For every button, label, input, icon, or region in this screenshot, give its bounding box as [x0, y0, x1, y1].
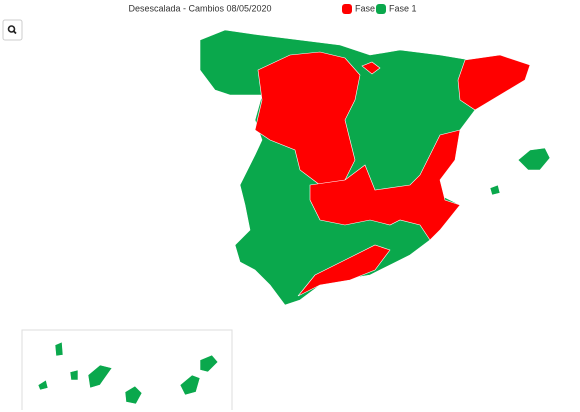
region: [254, 51, 361, 186]
legend-swatch: [342, 4, 352, 14]
search-icon: [7, 25, 16, 33]
region: [179, 374, 201, 396]
region: [69, 369, 79, 381]
legend-swatch: [376, 4, 386, 14]
region: [361, 61, 381, 75]
search-button[interactable]: [2, 19, 23, 41]
region: [37, 379, 49, 391]
region: [517, 147, 551, 171]
region: [124, 385, 143, 405]
region: [457, 54, 531, 111]
region: [309, 129, 461, 241]
legend-label: Fase 1: [389, 3, 417, 13]
legend: Fase 0 Fase 1: [342, 3, 417, 14]
region: [199, 354, 219, 373]
canary-inset: [21, 329, 233, 410]
region: [489, 184, 501, 196]
region: [87, 364, 113, 389]
map: [199, 29, 551, 306]
search-box[interactable]: [2, 19, 23, 41]
region: [54, 341, 64, 357]
search-icon: [13, 30, 17, 35]
inset-frame: [21, 329, 233, 410]
legend-label: Fase 0: [355, 3, 383, 13]
title: Desescalada - Cambios 08/05/2020: [128, 3, 271, 13]
region: [297, 244, 391, 297]
